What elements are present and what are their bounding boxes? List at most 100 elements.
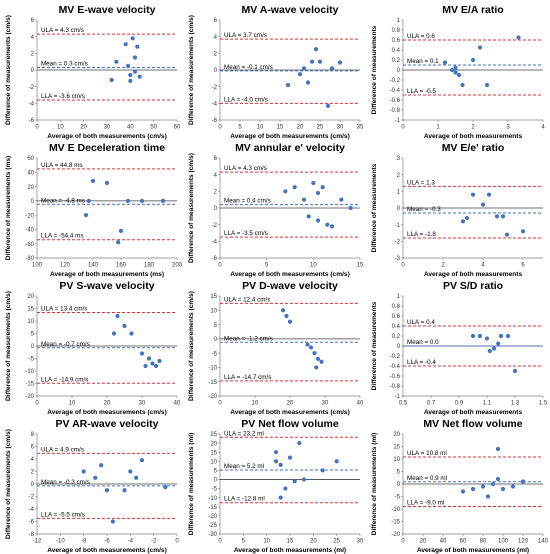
- data-point: [477, 45, 483, 50]
- y-tick-label: -15: [208, 380, 217, 386]
- x-axis-label: Average of both measurements (cm/s): [230, 271, 350, 278]
- y-tick-label: -1: [395, 223, 401, 229]
- y-tick-label: 1: [397, 18, 401, 24]
- data-point: [313, 47, 319, 52]
- data-point: [485, 494, 491, 499]
- y-tick-label: -8: [29, 532, 35, 538]
- y-tick-label: 0: [31, 344, 35, 350]
- data-point: [139, 198, 145, 203]
- x-tick-label: 100: [498, 539, 509, 545]
- y-axis-label: Difference of measurements (cm/s): [5, 291, 12, 401]
- ula-label: ULA = 4.3 cm/s: [41, 27, 84, 34]
- chart-panel: PV AR-wave velocity -8 -6 -4 -2 0 2 4 6 8 -12 -10 -8…: [1, 416, 184, 554]
- x-axis-label: Average of both measurements (cm/s): [47, 133, 167, 140]
- x-tick-label: 160: [116, 263, 127, 269]
- y-tick-label: 1: [397, 190, 401, 196]
- y-tick-label: 15: [210, 294, 217, 300]
- y-tick-label: 0: [214, 337, 218, 343]
- data-point: [460, 219, 466, 224]
- y-tick-label: 20: [27, 294, 34, 300]
- chart-title: PV Net flow volume: [241, 418, 339, 430]
- x-tick-label: 5: [265, 263, 269, 269]
- data-point: [284, 313, 289, 319]
- y-tick-label: 0.8: [392, 304, 401, 310]
- data-point: [273, 459, 279, 464]
- y-tick-label: -4: [212, 240, 218, 246]
- x-axis-label: Average of both measurements (cm/s): [230, 409, 350, 416]
- data-point: [297, 72, 303, 77]
- x-tick-label: 15: [357, 263, 364, 269]
- data-point: [111, 331, 117, 336]
- chart-svg: MV A-wave velocity -6 -4 -2 0 2 4 6 0 5 10 15 20 25 30…: [188, 4, 364, 140]
- y-tick-label: 0.2: [392, 58, 401, 64]
- data-point: [114, 59, 119, 64]
- data-point: [329, 224, 335, 229]
- y-tick-label: -40: [25, 228, 34, 234]
- y-tick-label: 25: [210, 432, 217, 438]
- chart-title: MV Net flow volume: [423, 418, 522, 430]
- data-point: [470, 486, 476, 492]
- data-point: [496, 341, 501, 346]
- data-point: [130, 36, 135, 41]
- x-tick-label: 120: [518, 539, 529, 545]
- mean-label: Mean = 5.2 ml: [224, 463, 264, 470]
- chart-svg: MV E/e' ratio -3 -2 -1 0 1 2 3 0 2 4 6 ULA = 1.3 Mean…: [371, 142, 543, 278]
- y-tick-label: -6: [212, 118, 218, 124]
- data-point: [460, 489, 466, 494]
- y-tick-label: 5: [214, 469, 218, 475]
- data-point: [118, 228, 124, 233]
- x-tick-label: 10: [257, 125, 264, 131]
- data-point: [81, 469, 86, 474]
- x-tick-label: 40: [127, 125, 134, 131]
- x-tick-label: 50: [150, 125, 157, 131]
- chart-svg: PV D-wave velocity -20 -15 -10 -5 0 5 10 15 0 10 20…: [188, 280, 364, 416]
- y-tick-label: 0: [31, 482, 35, 488]
- data-point: [456, 72, 462, 78]
- x-tick-label: 10: [310, 263, 317, 269]
- y-tick-label: 4: [214, 35, 218, 41]
- x-tick-label: 10: [263, 539, 270, 545]
- data-point: [317, 59, 323, 64]
- y-tick-label: -20: [208, 514, 217, 520]
- y-tick-label: 0.6: [392, 314, 401, 320]
- data-point: [449, 67, 455, 73]
- x-axis-label: Average of both measurements (cm/s): [47, 547, 167, 554]
- y-tick-label: 4: [31, 457, 35, 463]
- y-axis-label: Difference of measurements: [371, 25, 378, 114]
- y-tick-label: -1: [395, 118, 401, 124]
- mean-label: Mean = 0.0: [407, 339, 439, 346]
- y-tick-label: 10: [27, 319, 34, 325]
- y-tick-label: 2: [214, 190, 218, 196]
- data-point: [86, 198, 91, 203]
- x-tick-label: -8: [81, 539, 87, 545]
- x-tick-label: 5: [238, 125, 242, 131]
- data-point: [104, 488, 110, 493]
- data-point: [157, 358, 162, 364]
- y-tick-label: -20: [25, 213, 34, 219]
- data-point: [280, 308, 286, 313]
- y-tick-label: -5: [212, 487, 218, 493]
- x-tick-label: 0: [401, 539, 405, 545]
- x-tick-label: 0.5: [399, 401, 408, 407]
- y-axis-label: Difference of measurements (cm/s): [188, 291, 195, 401]
- x-tick-label: 1.1: [483, 401, 492, 407]
- x-tick-label: 1.3: [511, 401, 520, 407]
- y-tick-label: 60: [27, 156, 34, 162]
- data-point: [337, 60, 343, 65]
- data-point: [490, 481, 496, 487]
- y-tick-label: 0: [397, 206, 401, 212]
- y-tick-label: 0.8: [392, 28, 401, 34]
- chart-title: MV A-wave velocity: [241, 4, 338, 16]
- y-tick-label: -10: [208, 496, 217, 502]
- y-tick-label: 1: [397, 294, 401, 300]
- y-tick-label: 0: [397, 482, 401, 488]
- x-tick-label: 0: [401, 125, 405, 131]
- x-tick-label: 3: [506, 125, 510, 131]
- data-point: [109, 77, 114, 83]
- lla-label: LLA = -0.4: [407, 359, 436, 366]
- x-tick-label: 200: [172, 263, 183, 269]
- y-tick-label: 2: [31, 470, 35, 476]
- data-point: [315, 356, 321, 361]
- x-tick-label: 180: [144, 263, 155, 269]
